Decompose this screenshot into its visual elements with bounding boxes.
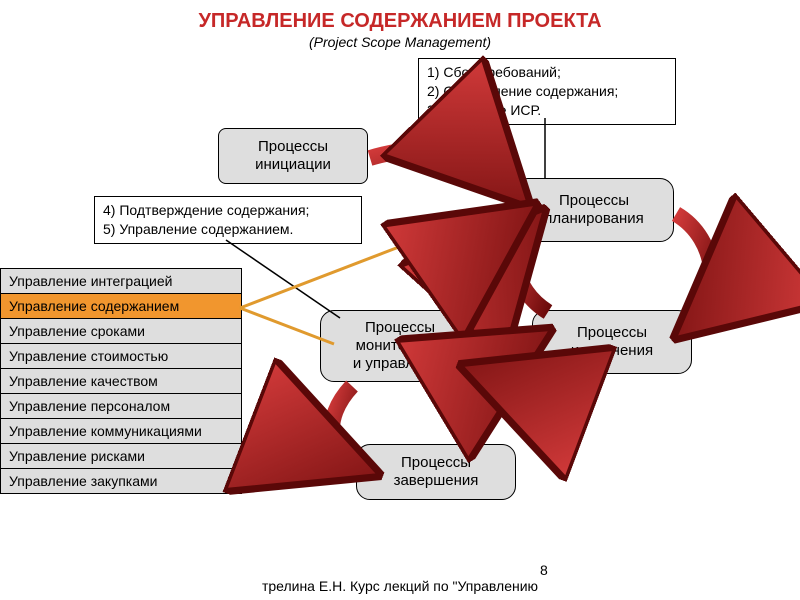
planning-items-box: 1) Сбор требований; 2) Определение содер… xyxy=(418,58,676,125)
sidebar-item-2: Управление сроками xyxy=(1,319,241,344)
knowledge-areas-list: Управление интеграцией Управление содерж… xyxy=(0,268,242,494)
process-initiation: Процессыинициации xyxy=(218,128,368,184)
process-monitoring: Процессымониторингаи управления xyxy=(320,310,480,382)
planning-item-2: 2) Определение содержания; xyxy=(427,82,667,101)
process-closing: Процессызавершения xyxy=(356,444,516,500)
sidebar-item-3: Управление стоимостью xyxy=(1,344,241,369)
page-subtitle: (Project Scope Management) xyxy=(0,34,800,50)
monitoring-items-box: 4) Подтверждение содержания; 5) Управлен… xyxy=(94,196,362,244)
sidebar-item-1: Управление содержанием xyxy=(1,294,241,319)
sidebar-item-7: Управление рисками xyxy=(1,444,241,469)
sidebar-item-8: Управление закупками xyxy=(1,469,241,493)
page-title: УПРАВЛЕНИЕ СОДЕРЖАНИЕМ ПРОЕКТА xyxy=(0,10,800,33)
sidebar-item-4: Управление качеством xyxy=(1,369,241,394)
monitoring-item-1: 4) Подтверждение содержания; xyxy=(103,201,353,220)
footer-text: трелина Е.Н. Курс лекций по "Управлению xyxy=(0,578,800,594)
sidebar-item-6: Управление коммуникациями xyxy=(1,419,241,444)
process-planning-label: Процессыпланирования xyxy=(544,192,644,228)
process-closing-label: Процессызавершения xyxy=(394,454,479,490)
page-number: 8 xyxy=(540,562,548,578)
sidebar-item-0: Управление интеграцией xyxy=(1,269,241,294)
process-execution-label: Процессыисполнения xyxy=(571,324,653,360)
sidebar-item-5: Управление персоналом xyxy=(1,394,241,419)
process-execution: Процессыисполнения xyxy=(532,310,692,374)
monitoring-item-2: 5) Управление содержанием. xyxy=(103,220,353,239)
planning-item-3: 3) Создание ИСР. xyxy=(427,101,667,120)
process-monitoring-label: Процессымониторингаи управления xyxy=(353,319,447,373)
process-planning: Процессыпланирования xyxy=(514,178,674,242)
process-initiation-label: Процессыинициации xyxy=(255,138,331,174)
planning-item-1: 1) Сбор требований; xyxy=(427,63,667,82)
